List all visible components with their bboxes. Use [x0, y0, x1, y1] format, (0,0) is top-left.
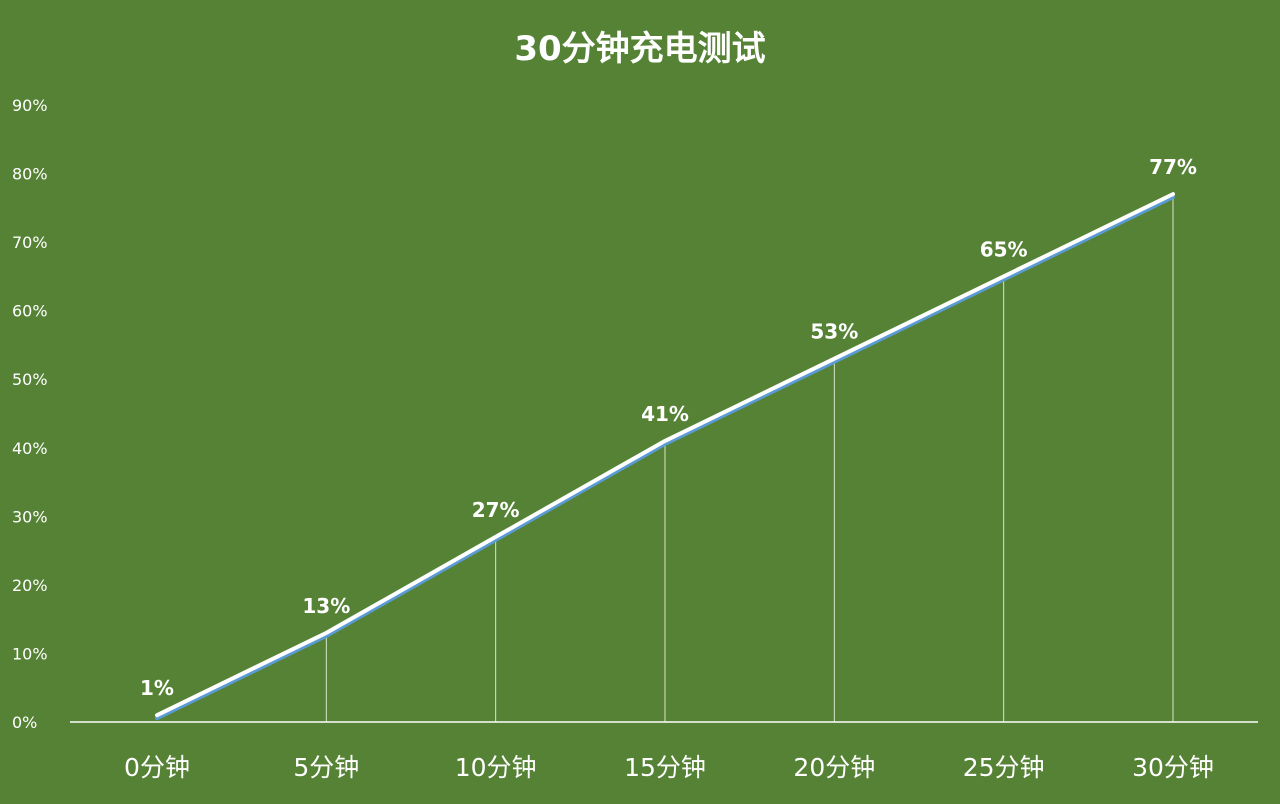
y-tick-label: 90% — [12, 96, 48, 115]
y-tick-label: 70% — [12, 233, 48, 252]
y-tick-label: 60% — [12, 302, 48, 321]
data-label: 77% — [1149, 155, 1197, 179]
data-label: 65% — [980, 237, 1028, 261]
x-tick-label: 5分钟 — [293, 753, 359, 782]
y-tick-label: 10% — [12, 644, 48, 663]
x-tick-label: 10分钟 — [455, 753, 537, 782]
x-tick-label: 15分钟 — [624, 753, 706, 782]
x-tick-label: 30分钟 — [1132, 753, 1214, 782]
y-axis-ticks: 0% 10% 20% 30% 40% 50% 60% 70% 80% 90% — [12, 96, 48, 732]
data-label: 27% — [472, 498, 520, 522]
chart-title: 30分钟充电测试 — [514, 29, 765, 69]
data-label: 13% — [302, 594, 350, 618]
x-axis-ticks: 0分钟 5分钟 10分钟 15分钟 20分钟 25分钟 30分钟 — [124, 753, 1214, 782]
data-label: 41% — [641, 402, 689, 426]
series-line-shadow — [155, 195, 1175, 721]
y-tick-label: 50% — [12, 370, 48, 389]
y-tick-label: 30% — [12, 507, 48, 526]
y-tick-label: 0% — [12, 713, 37, 732]
x-tick-label: 25分钟 — [963, 753, 1045, 782]
drop-lines — [325, 194, 1174, 722]
x-tick-label: 0分钟 — [124, 753, 190, 782]
y-tick-label: 80% — [12, 165, 48, 184]
series-line — [155, 192, 1175, 718]
data-label: 1% — [140, 676, 174, 700]
y-tick-label: 20% — [12, 576, 48, 595]
series-group — [155, 192, 1175, 721]
data-labels: 1% 13% 27% 41% 53% 65% 77% — [140, 155, 1197, 700]
data-label: 53% — [810, 320, 858, 344]
x-tick-label: 20分钟 — [793, 753, 875, 782]
y-tick-label: 40% — [12, 439, 48, 458]
